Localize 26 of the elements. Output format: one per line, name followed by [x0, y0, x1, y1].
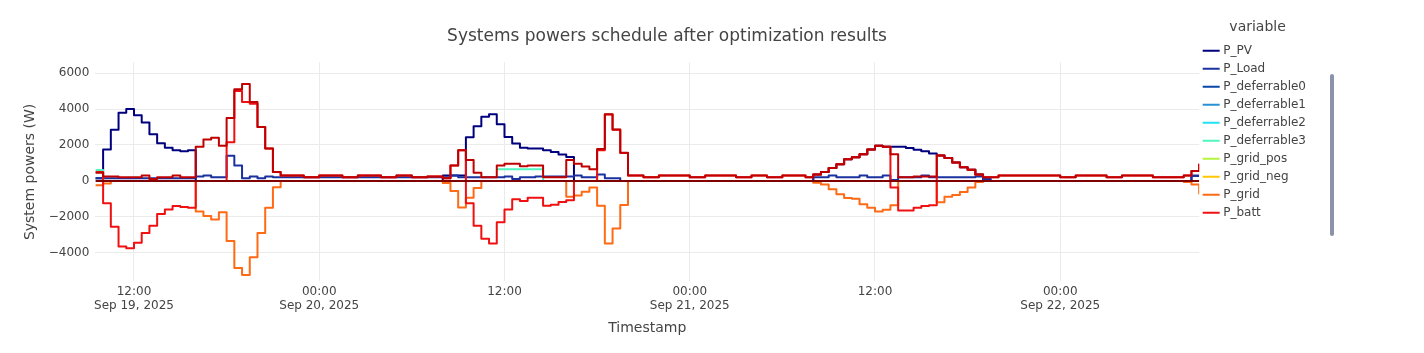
y-tick-label: 2000 [58, 137, 90, 152]
y-tick-label: 0 [81, 173, 90, 187]
y-tick-label: −4000 [48, 244, 90, 259]
legend-label: P_batt [1223, 204, 1262, 219]
legend-label: P_grid [1223, 186, 1260, 201]
legend-label: P_deferrable0 [1223, 78, 1307, 93]
y-axis-title: System powers (W) [21, 103, 38, 241]
x-tick-label: 12:00 [857, 283, 893, 298]
chart-title: Systems powers schedule after optimization results [447, 24, 888, 45]
x-tick-label: 12:00 [487, 283, 522, 298]
legend-label: P_deferrable1 [1223, 96, 1307, 111]
x-axis-title: Timestamp [607, 319, 687, 336]
x-tick-label: 00:00 Sep 20, 2025 [279, 283, 360, 313]
x-tick-label: 00:00 Sep 21, 2025 [649, 283, 730, 313]
y-tick-label: −2000 [48, 208, 90, 223]
legend-label: P_Load [1223, 60, 1266, 75]
legend-title: variable [1229, 17, 1286, 34]
legend-label: P_deferrable3 [1223, 132, 1307, 147]
y-tick-label: 4000 [58, 101, 90, 116]
legend-label: P_deferrable2 [1223, 114, 1307, 129]
legend-label: P_PV [1223, 42, 1253, 57]
x-tick-label: 00:00 Sep 22, 2025 [1020, 283, 1101, 313]
x-tick-label: 12:00 Sep 19, 2025 [94, 283, 174, 313]
y-tick-label: 6000 [58, 65, 90, 80]
legend-label: P_grid_neg [1223, 168, 1289, 183]
legend-label: P_grid_pos [1223, 150, 1288, 165]
